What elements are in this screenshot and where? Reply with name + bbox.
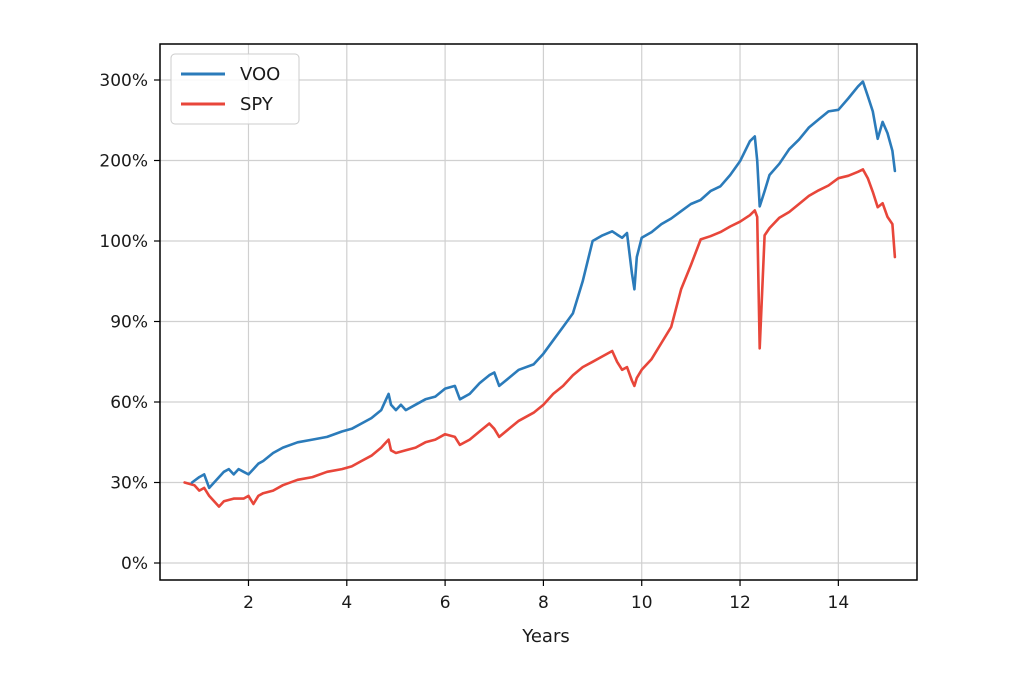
y-tick-label: 0% [121, 554, 148, 574]
x-tick-label: 10 [631, 593, 653, 613]
ticks: 2 4 6 8 10 12 14 0% 30% 60% 90% 100% 200% 300% [99, 71, 849, 613]
legend: VOO SPY [170, 53, 300, 125]
y-tick-label: 60% [110, 393, 148, 413]
y-tick-label: 300% [99, 71, 148, 91]
series-line-spy [183, 168, 897, 508]
x-tick-label: 6 [440, 593, 451, 613]
grid [160, 44, 917, 580]
y-tick-label: 200% [99, 152, 148, 172]
x-axis-title: Years [521, 626, 570, 647]
y-tick-label: 30% [110, 474, 148, 494]
x-tick-label: 12 [729, 593, 751, 613]
series-line-voo [190, 80, 897, 490]
x-tick-label: 8 [538, 593, 549, 613]
x-tick-label: 4 [341, 593, 352, 613]
y-tick-label: 100% [99, 232, 148, 252]
y-tick-label: 90% [110, 313, 148, 333]
plot-frame [159, 43, 918, 581]
legend-label-spy: SPY [240, 94, 274, 115]
legend-label-voo: VOO [240, 64, 280, 85]
x-tick-label: 14 [828, 593, 850, 613]
series-layer [183, 80, 897, 508]
x-tick-label: 2 [243, 593, 254, 613]
legend-box [170, 53, 300, 125]
